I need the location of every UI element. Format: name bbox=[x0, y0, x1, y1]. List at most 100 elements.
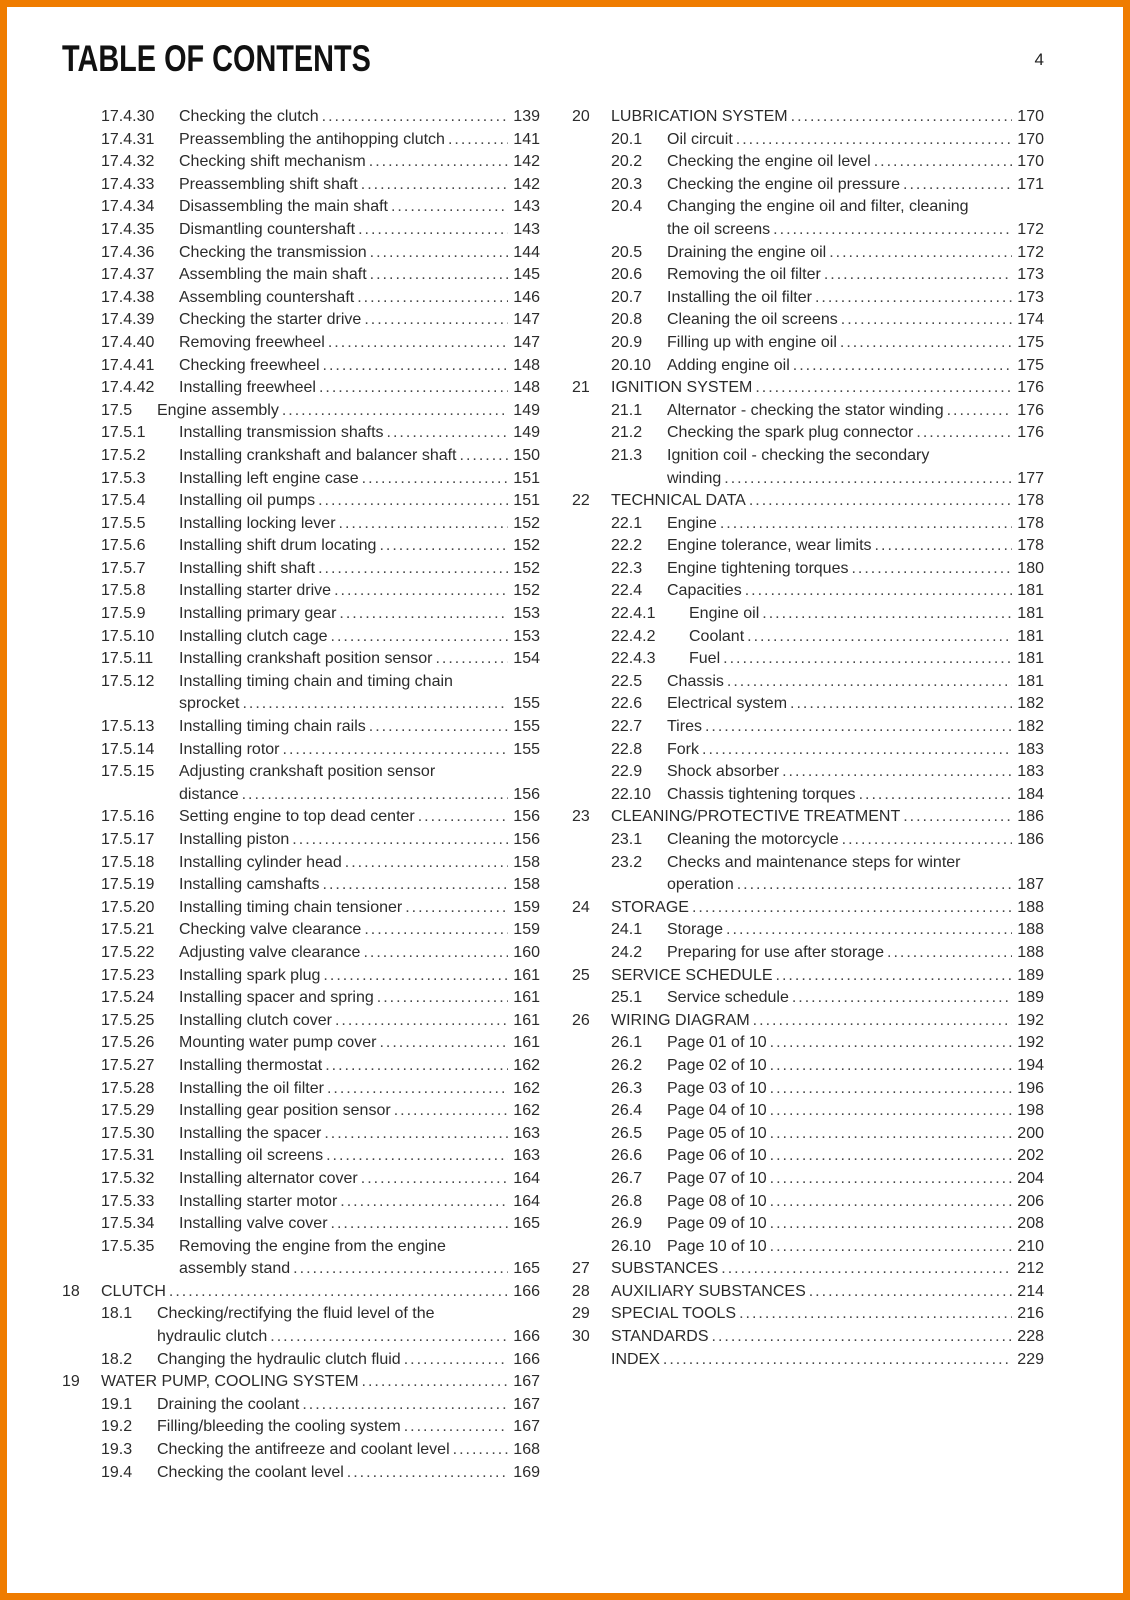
toc-entry-number: 17.5.34 bbox=[101, 1215, 155, 1233]
dot-leader bbox=[727, 671, 1012, 694]
toc-line: 17.5.15 Adjusting crankshaft position sen… bbox=[101, 761, 540, 784]
toc-entry: 20.10 Adding engine oil 175 bbox=[572, 355, 1044, 378]
toc-entry-title: Page 05 of 10 bbox=[667, 1124, 767, 1142]
toc-entry-page: 156 bbox=[513, 831, 540, 848]
toc-entry-page: 153 bbox=[513, 627, 540, 645]
toc-entry-title: Engine tolerance, wear limits bbox=[667, 537, 872, 555]
toc-entry-page: 148 bbox=[513, 379, 540, 397]
dot-leader bbox=[859, 784, 1012, 807]
toc-entry-title: Checks and maintenance steps for winter bbox=[667, 853, 961, 871]
toc-entry-number: 17.5.19 bbox=[101, 876, 155, 894]
dot-leader bbox=[840, 332, 1012, 355]
toc-line: 26.5 Page 05 of 10 200 bbox=[611, 1123, 1044, 1146]
toc-entry-title: Installing clutch cover bbox=[179, 1011, 332, 1029]
toc-entry-title: operation bbox=[667, 876, 734, 894]
toc-entry-title: Installing transmission shafts bbox=[179, 424, 384, 442]
dot-leader bbox=[721, 1258, 1012, 1281]
toc-entry-number: 17.5.8 bbox=[101, 582, 146, 600]
dot-leader bbox=[782, 761, 1012, 784]
toc-entry-number: 28 bbox=[572, 1282, 590, 1300]
toc-entry-page: 144 bbox=[513, 243, 540, 261]
dot-leader bbox=[347, 1462, 508, 1485]
toc-entry-title: Installing thermostat bbox=[179, 1056, 323, 1074]
toc-entry-title: Installing the spacer bbox=[179, 1124, 322, 1142]
toc-line: 17.5.18 Installing cylinder head 158 bbox=[101, 852, 540, 875]
toc-line: 17.4.31 Preassembling the antihopping clu… bbox=[101, 129, 540, 152]
toc-entry: 17.5.26 Mounting water pump cover 161 bbox=[62, 1032, 540, 1055]
toc-entry: 28 AUXILIARY SUBSTANCES 214 bbox=[572, 1281, 1044, 1304]
toc-entry: 26.10 Page 10 of 10 210 bbox=[572, 1236, 1044, 1259]
toc-entry-title: Installing starter drive bbox=[179, 582, 332, 600]
toc-entry-number: 20.4 bbox=[611, 198, 643, 216]
toc-entry-page: 147 bbox=[513, 333, 540, 351]
dot-leader bbox=[339, 603, 508, 626]
toc-entry-title: Checking shift mechanism bbox=[179, 153, 366, 171]
toc-entry: 22.7 Tires 182 bbox=[572, 716, 1044, 739]
toc-entry-title: Checking the engine oil pressure bbox=[667, 175, 901, 193]
toc-entry-number: 22.7 bbox=[611, 718, 643, 736]
toc-entry-title: SPECIAL TOOLS bbox=[611, 1305, 737, 1323]
toc-entry-number: 17.4.32 bbox=[101, 153, 155, 171]
toc-line: assembly stand 165 bbox=[101, 1258, 540, 1281]
toc-entry-number: 26.9 bbox=[611, 1215, 643, 1233]
toc-entry: 22.1 Engine 178 bbox=[572, 513, 1044, 536]
dot-leader bbox=[770, 1078, 1012, 1101]
toc-entry-page: 149 bbox=[513, 401, 540, 419]
toc-entry-page: 159 bbox=[513, 921, 540, 939]
dot-leader bbox=[242, 693, 508, 716]
toc-entry-page: 158 bbox=[513, 876, 540, 894]
toc-line: 17.5.8 Installing starter drive 152 bbox=[101, 580, 540, 603]
toc-entry: 17.4.34 Disassembling the main shaft 143 bbox=[62, 196, 540, 219]
dot-leader bbox=[328, 332, 508, 355]
toc-entry-page: 212 bbox=[1017, 1260, 1044, 1278]
toc-entry-number: 18 bbox=[62, 1282, 80, 1300]
toc-entry-page: 186 bbox=[1017, 808, 1044, 826]
toc-entry-number: 20.3 bbox=[611, 175, 643, 193]
toc-line: 26.6 Page 06 of 10 202 bbox=[611, 1145, 1044, 1168]
toc-entry: 25 SERVICE SCHEDULE 189 bbox=[572, 965, 1044, 988]
toc-entry-page: 165 bbox=[513, 1260, 540, 1278]
toc-entry-title: Engine bbox=[667, 514, 717, 532]
toc-line: 17.4.39 Checking the starter drive 147 bbox=[101, 309, 540, 332]
toc-entry: 17.5.28 Installing the oil filter 162 bbox=[62, 1078, 540, 1101]
toc-entry-page: 147 bbox=[513, 311, 540, 329]
dot-leader bbox=[331, 626, 508, 649]
page-number: 4 bbox=[1034, 50, 1044, 69]
toc-entry-title: Preassembling the antihopping clutch bbox=[179, 130, 445, 148]
toc-line: hydraulic clutch 166 bbox=[101, 1326, 540, 1349]
toc-entry-page: 161 bbox=[513, 1011, 540, 1029]
toc-entry-title: Cleaning the oil screens bbox=[667, 311, 838, 329]
toc-line: 17.4.41 Checking freewheel 148 bbox=[101, 355, 540, 378]
toc-entry: 26.7 Page 07 of 10 204 bbox=[572, 1168, 1044, 1191]
toc-line: 17.5.26 Mounting water pump cover 161 bbox=[101, 1032, 540, 1055]
toc-entry: 17.5.10 Installing clutch cage 153 bbox=[62, 626, 540, 649]
dot-leader bbox=[829, 242, 1012, 265]
toc-entry-number: 17.5.6 bbox=[101, 537, 146, 555]
toc-entry-page: 186 bbox=[1017, 831, 1044, 848]
dot-leader bbox=[405, 897, 508, 920]
dot-leader bbox=[358, 219, 508, 242]
toc-entry-number: 17.5.24 bbox=[101, 989, 155, 1007]
toc-line: 22.6 Electrical system 182 bbox=[611, 693, 1044, 716]
dot-leader bbox=[448, 129, 508, 152]
toc-entry: 21.3 Ignition coil - checking the seconda… bbox=[572, 445, 1044, 490]
toc-line: sprocket 155 bbox=[101, 693, 540, 716]
toc-entry-title: Page 04 of 10 bbox=[667, 1102, 767, 1120]
toc-entry-page: 146 bbox=[513, 288, 540, 306]
toc-entry-number: 17.5.16 bbox=[101, 808, 155, 826]
toc-entry-title: Installing left engine case bbox=[179, 469, 359, 487]
toc-entry-page: 151 bbox=[513, 469, 540, 487]
toc-entry-number: 17.5.13 bbox=[101, 718, 155, 736]
toc-entry: 17.5.4 Installing oil pumps 151 bbox=[62, 490, 540, 513]
toc-entry-number: 24 bbox=[572, 898, 590, 916]
toc-entry-title: Coolant bbox=[689, 627, 745, 645]
toc-entry-title: Installing cylinder head bbox=[179, 853, 342, 871]
dot-leader bbox=[824, 264, 1012, 287]
toc-entry-number: 23.1 bbox=[611, 831, 643, 848]
toc-entry-number: 17.4.34 bbox=[101, 198, 155, 216]
toc-line: 23.1 Cleaning the motorcycle 186 bbox=[611, 829, 1044, 852]
toc-entry-title: Draining the coolant bbox=[157, 1395, 300, 1413]
toc-entry-title: Chassis tightening torques bbox=[667, 785, 856, 803]
toc-entry-title: Fuel bbox=[689, 650, 721, 668]
dot-leader bbox=[379, 1032, 508, 1055]
